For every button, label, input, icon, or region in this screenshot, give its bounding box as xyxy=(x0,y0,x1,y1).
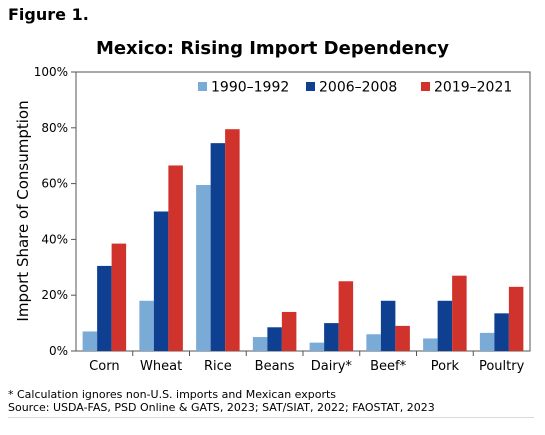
y-tick-label: 20% xyxy=(41,288,68,302)
source-note: Source: USDA-FAS, PSD Online & GATS, 202… xyxy=(8,401,435,414)
legend-label: 1990–1992 xyxy=(211,80,289,96)
bar-wheat-series-1 xyxy=(139,300,154,351)
x-category-label: Poultry xyxy=(479,359,525,374)
y-tick-label: 40% xyxy=(41,232,68,246)
legend-label: 2006–2008 xyxy=(319,80,397,96)
y-axis-label: Import Share of Consumption xyxy=(14,100,32,321)
y-tick-label: 0% xyxy=(49,344,68,358)
bar-chart: 0% 20% 40% 60% 80% 100% Corn Wheat Rice Beans Dair… xyxy=(14,65,531,374)
legend-label: 2019–2021 xyxy=(434,80,512,96)
bar-wheat-series-2 xyxy=(153,211,169,351)
legend-swatch xyxy=(198,82,207,91)
bar-beans-series-2 xyxy=(267,327,282,351)
bar-pork-series-2 xyxy=(437,300,453,351)
bar-pork-series-3 xyxy=(452,275,467,351)
bar-poultry-series-2 xyxy=(494,313,509,351)
y-tick-label: 80% xyxy=(41,121,68,135)
bar-dairy-series-2 xyxy=(324,323,339,351)
bar-pork-series-1 xyxy=(423,338,438,351)
bar-dairy-series-3 xyxy=(338,281,354,351)
bar-corn-series-1 xyxy=(82,331,98,351)
figure-label: Figure 1. xyxy=(8,5,89,24)
y-tick-label: 100% xyxy=(34,65,68,79)
x-category-label: Corn xyxy=(89,359,119,374)
bar-rice-series-3 xyxy=(225,129,240,351)
x-category-label: Pork xyxy=(431,359,460,374)
bar-rice-series-1 xyxy=(196,184,211,351)
bar-corn-series-2 xyxy=(97,265,112,351)
bar-corn-series-3 xyxy=(111,243,127,351)
x-category-label: Beans xyxy=(255,359,295,374)
bar-beans-series-1 xyxy=(252,337,268,351)
chart-legend: 1990–1992 2006–2008 2019–2021 xyxy=(198,80,512,96)
x-category-label: Dairy* xyxy=(311,359,353,374)
chart-axes: 0% 20% 40% 60% 80% 100% Corn Wheat Rice Beans Dair… xyxy=(34,65,531,374)
chart-title: Mexico: Rising Import Dependency xyxy=(95,38,450,59)
bottom-divider xyxy=(8,417,534,418)
y-tick-label: 60% xyxy=(41,177,68,191)
legend-swatch xyxy=(306,82,315,91)
x-category-label: Rice xyxy=(204,359,232,374)
bar-beans-series-3 xyxy=(281,311,297,351)
legend-swatch xyxy=(421,82,430,91)
x-category-label: Wheat xyxy=(140,359,182,374)
bar-poultry-series-3 xyxy=(508,286,524,351)
chart-bars xyxy=(82,129,524,351)
bar-wheat-series-3 xyxy=(168,165,183,351)
bar-beef-series-3 xyxy=(395,325,410,351)
bar-beef-series-1 xyxy=(366,334,381,351)
bar-beef-series-2 xyxy=(380,300,396,351)
bar-rice-series-2 xyxy=(210,143,226,351)
x-category-label: Beef* xyxy=(370,359,406,374)
bar-poultry-series-1 xyxy=(479,332,495,351)
bar-dairy-series-1 xyxy=(309,342,325,351)
footnote: * Calculation ignores non-U.S. imports a… xyxy=(8,388,337,401)
